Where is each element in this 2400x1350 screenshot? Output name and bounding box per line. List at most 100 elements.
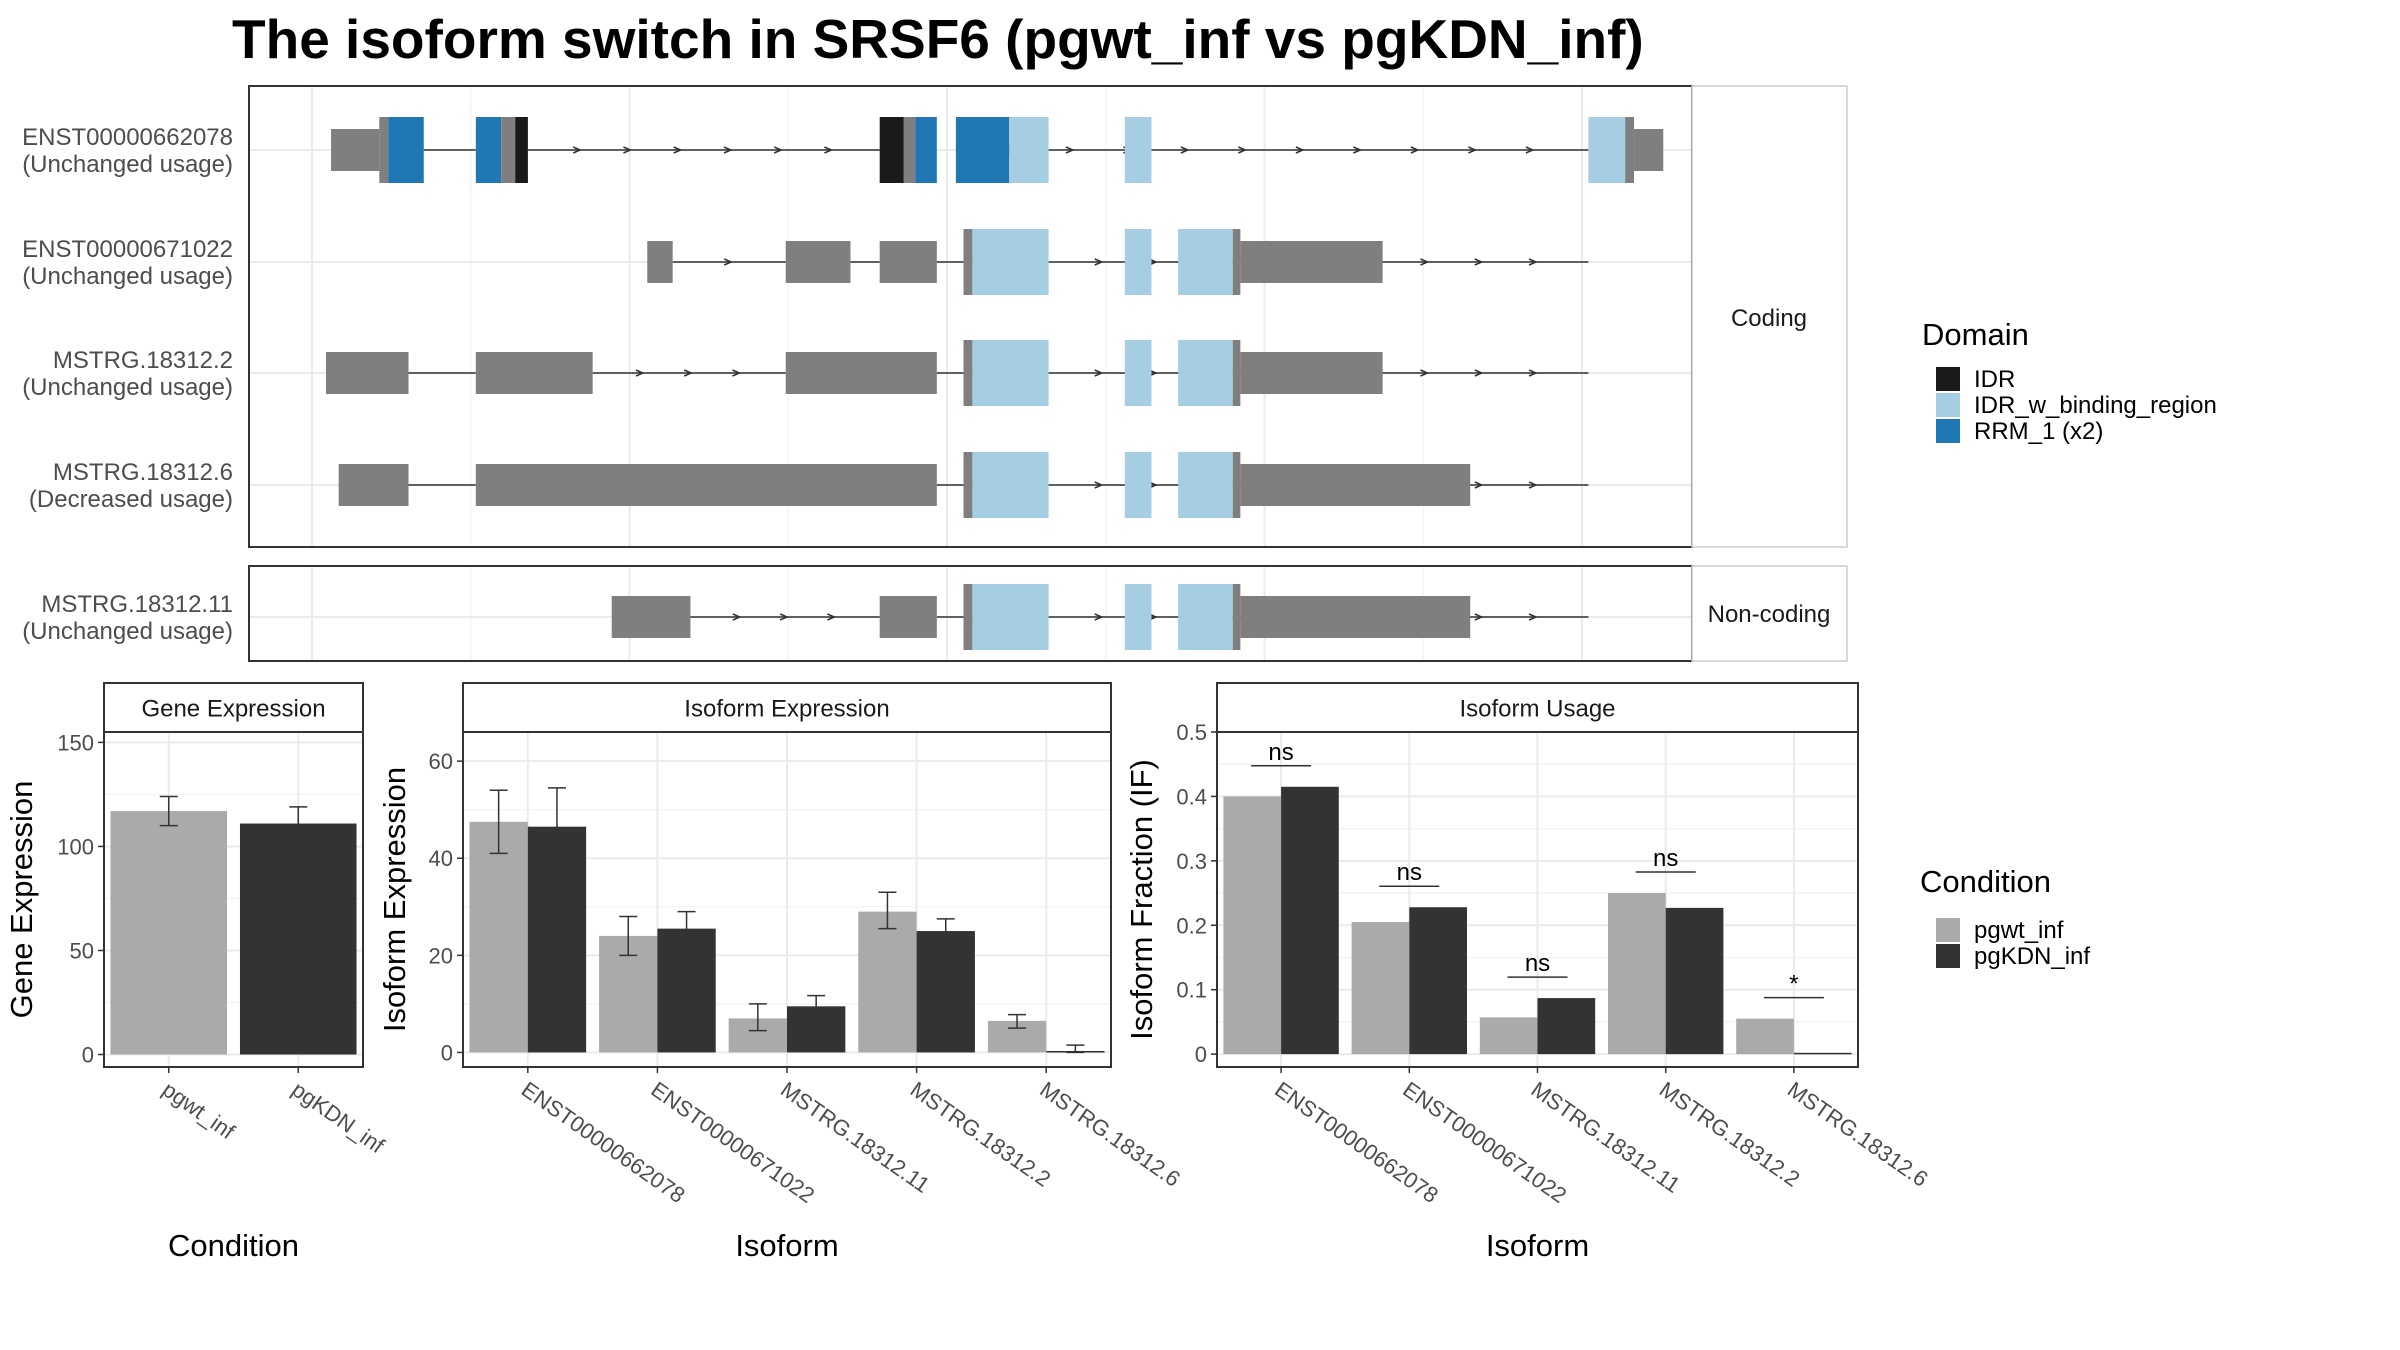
exon-segment <box>915 117 937 183</box>
strand-arrow <box>1094 258 1104 266</box>
condition-legend-swatch <box>1936 918 1960 942</box>
y-tick-label: 0.3 <box>1176 849 1207 874</box>
strand-arrow <box>1528 369 1538 377</box>
strand-arrow <box>1420 258 1430 266</box>
strand-arrow <box>1528 613 1538 621</box>
exon-segment <box>785 241 851 283</box>
x-tick-label: pgwt_inf <box>158 1077 240 1145</box>
exon-segment <box>903 117 916 183</box>
exon-segment <box>475 352 593 394</box>
exon-segment <box>1240 464 1471 506</box>
exon-segment <box>785 352 937 394</box>
bar <box>1608 893 1666 1055</box>
exon-segment <box>325 352 409 394</box>
exon-segment <box>1124 117 1152 183</box>
exon-segment <box>963 229 973 295</box>
bar <box>858 911 917 1053</box>
isoform-track <box>249 452 1692 518</box>
isoform-track <box>249 117 1692 183</box>
domain-legend-swatch <box>1936 393 1960 417</box>
exon-segment <box>1232 340 1241 406</box>
bar <box>1479 1017 1538 1055</box>
strand-arrow <box>824 146 834 154</box>
structure-noncoding-panel: Non-coding <box>248 565 1848 662</box>
domain-legend-label: IDR <box>1974 366 2015 393</box>
y-tick-label: 0 <box>441 1040 453 1065</box>
bar <box>110 811 228 1055</box>
y-tick-label: 0.4 <box>1176 784 1207 809</box>
y-tick-label: 0.2 <box>1176 913 1207 938</box>
noncoding-strip-label: Non-coding <box>1708 601 1831 628</box>
exon-segment <box>338 464 409 506</box>
strand-arrow <box>1094 613 1104 621</box>
bar <box>1223 796 1282 1055</box>
structure-gridlines <box>311 566 1583 661</box>
exon-segment <box>475 117 502 183</box>
x-tick-label: MSTRG.18312.6 <box>1783 1077 1933 1192</box>
exon-segment <box>1178 584 1233 650</box>
error-bar <box>748 1003 767 1032</box>
significance-label: ns <box>1268 739 1293 766</box>
strand-arrow <box>1238 146 1248 154</box>
domain-legend-swatch <box>1936 419 1960 443</box>
y-axis-title: Gene Expression <box>4 781 39 1019</box>
domain-legend-label: RRM_1 (x2) <box>1974 418 2103 445</box>
exon-segment <box>611 596 691 638</box>
strand-arrow <box>1094 481 1104 489</box>
coding-isoform-tracks <box>249 117 1692 518</box>
exon-segment <box>388 117 424 183</box>
exon-segment <box>1232 452 1241 518</box>
exon-segment <box>1232 584 1241 650</box>
x-axis-title: Isoform <box>735 1228 838 1263</box>
strand-arrow <box>1528 258 1538 266</box>
strand-arrow <box>732 613 742 621</box>
strand-arrow <box>1528 481 1538 489</box>
error-bar <box>677 910 696 947</box>
strand-arrow <box>773 146 784 154</box>
exon-segment <box>955 117 1010 183</box>
strip-box <box>462 682 1112 733</box>
condition-legend-label: pgwt_inf <box>1974 917 2064 944</box>
exon-segment <box>1240 352 1383 394</box>
significance-label: ns <box>1397 859 1422 886</box>
strand-arrow <box>827 613 837 621</box>
y-tick-label: 150 <box>57 730 94 755</box>
strand-arrow <box>1410 146 1420 154</box>
exon-segment <box>963 584 973 650</box>
exon-segment <box>1625 117 1635 183</box>
strand-arrow <box>683 369 694 377</box>
bar <box>239 823 357 1055</box>
x-tick-label: pgKDN_inf <box>287 1077 389 1159</box>
error-bar <box>1008 1013 1027 1029</box>
y-tick-label: 0 <box>1195 1042 1207 1067</box>
exon-segment <box>1124 229 1152 295</box>
isoform-track <box>249 229 1692 295</box>
isoform-id-label: ENST00000671022 <box>22 236 233 263</box>
exon-segment <box>1124 340 1152 406</box>
exon-segment <box>1009 117 1049 183</box>
strand-arrow <box>1295 146 1305 154</box>
exon-segment <box>963 340 973 406</box>
exon-segment <box>972 229 1049 295</box>
x-axis-title: Condition <box>168 1228 299 1263</box>
significance-label: * <box>1789 971 1798 998</box>
domain-legend-label: IDR_w_binding_region <box>1974 392 2217 419</box>
bar <box>1537 998 1596 1055</box>
isoform-usage-label: (Unchanged usage) <box>22 374 233 401</box>
y-axis-title: Isoform Fraction (IF) <box>1124 759 1159 1040</box>
exon-segment <box>879 596 937 638</box>
strand-arrow <box>673 146 683 154</box>
isoform-id-label: MSTRG.18312.11 <box>41 591 233 618</box>
exon-segment <box>1240 241 1383 283</box>
strand-arrow <box>1468 146 1478 154</box>
bar <box>1736 1018 1794 1055</box>
strand-arrow <box>1180 146 1190 154</box>
exon-segment <box>963 452 973 518</box>
isoform-id-label: MSTRG.18312.6 <box>53 459 233 486</box>
isoform-usage-label: (Unchanged usage) <box>22 151 233 178</box>
isoform-track <box>249 584 1692 650</box>
y-tick-label: 0.1 <box>1176 978 1207 1003</box>
